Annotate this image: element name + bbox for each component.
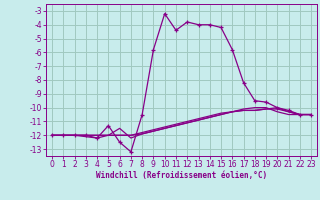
X-axis label: Windchill (Refroidissement éolien,°C): Windchill (Refroidissement éolien,°C)	[96, 171, 267, 180]
